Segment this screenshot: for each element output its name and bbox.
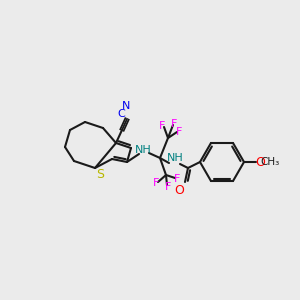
Text: F: F [174,174,180,184]
Text: NH: NH [167,153,183,163]
Text: NH: NH [135,145,152,155]
Text: F: F [171,119,177,129]
Text: O: O [255,155,265,169]
Text: S: S [96,169,104,182]
Text: C: C [117,109,125,119]
Text: F: F [159,121,165,131]
Text: CH₃: CH₃ [260,157,280,167]
Text: O: O [174,184,184,196]
Text: F: F [165,182,171,192]
Text: N: N [122,101,130,111]
Text: F: F [176,127,182,137]
Text: F: F [153,178,159,188]
